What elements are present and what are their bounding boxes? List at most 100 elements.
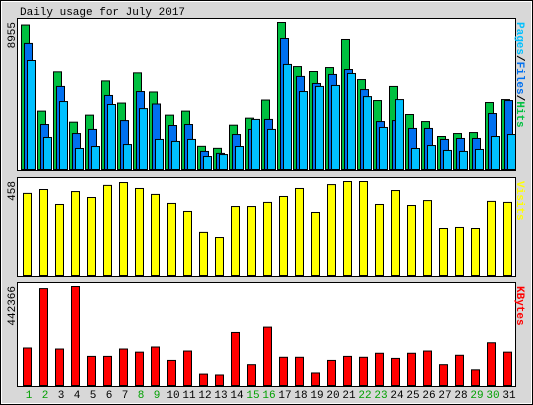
- bar: [395, 99, 404, 170]
- x-tick-label: 14: [230, 390, 244, 402]
- bar: [375, 352, 384, 386]
- bar: [443, 149, 452, 171]
- bar: [279, 195, 288, 276]
- x-tick-label: 22: [358, 390, 371, 402]
- bar: [379, 126, 388, 170]
- bar: [347, 72, 356, 170]
- legend: Visits: [513, 181, 525, 221]
- bar: [507, 134, 516, 170]
- bar: [215, 374, 224, 387]
- bar: [295, 187, 304, 276]
- legend-entry: Pages: [513, 22, 525, 55]
- bar: [87, 355, 96, 386]
- legend-separator: /: [513, 55, 525, 62]
- bar: [247, 364, 256, 387]
- bar: [171, 140, 180, 170]
- x-tick-label: 23: [374, 390, 387, 402]
- x-tick-label: 2: [42, 390, 49, 402]
- bar: [71, 191, 80, 276]
- bar: [427, 145, 436, 171]
- bar: [187, 138, 196, 170]
- bar: [199, 373, 208, 386]
- legend: KBytes: [513, 286, 525, 326]
- bar: [167, 202, 176, 276]
- bar: [363, 96, 372, 170]
- x-tick-label: 25: [406, 390, 419, 402]
- bar: [295, 356, 304, 387]
- bar: [343, 181, 352, 276]
- bar: [119, 348, 128, 386]
- bar: [423, 350, 432, 387]
- bar: [279, 356, 288, 387]
- bar: [487, 200, 496, 276]
- bar: [407, 205, 416, 277]
- x-tick-label: 15: [246, 390, 259, 402]
- x-tick-label: 16: [262, 390, 275, 402]
- bar: [167, 359, 176, 387]
- bar: [139, 108, 148, 171]
- bar: [235, 146, 244, 171]
- bar: [103, 184, 112, 276]
- bar: [391, 357, 400, 387]
- bar: [359, 181, 368, 276]
- bar: [407, 352, 416, 386]
- bar: [75, 147, 84, 171]
- bar: [263, 326, 272, 386]
- x-tick-label: 6: [106, 390, 113, 402]
- bar: [247, 206, 256, 277]
- bar: [55, 348, 64, 386]
- bar: [411, 147, 420, 171]
- bar: [471, 228, 480, 276]
- bar: [39, 189, 48, 276]
- x-tick-label: 8: [138, 390, 145, 402]
- bar: [23, 192, 32, 276]
- legend-separator: /: [513, 95, 525, 102]
- x-tick-label: 26: [422, 390, 435, 402]
- bar: [439, 228, 448, 276]
- bar: [455, 354, 464, 387]
- bar: [183, 350, 192, 387]
- x-tick-label: 28: [454, 390, 467, 402]
- bar: [151, 193, 160, 276]
- bar: [123, 144, 132, 170]
- bar: [299, 91, 308, 170]
- bar: [315, 85, 324, 170]
- bar: [311, 211, 320, 277]
- x-tick-label: 3: [58, 390, 65, 402]
- bar: [199, 231, 208, 277]
- legend-entry: Visits: [513, 181, 525, 221]
- legend-entry: KBytes: [513, 286, 525, 326]
- x-tick-label: 1: [26, 390, 33, 402]
- bar: [267, 128, 276, 170]
- bar: [107, 103, 116, 170]
- bar: [43, 136, 52, 170]
- bar: [135, 351, 144, 386]
- bar: [487, 342, 496, 386]
- x-tick-label: 31: [502, 390, 516, 402]
- bar: [155, 138, 164, 170]
- x-tick-label: 7: [122, 390, 129, 402]
- bar: [183, 210, 192, 277]
- bar: [375, 203, 384, 276]
- x-tick-label: 27: [438, 390, 451, 402]
- x-tick-label: 20: [326, 390, 339, 402]
- bar: [503, 201, 512, 276]
- bar: [455, 226, 464, 276]
- bar: [91, 146, 100, 171]
- bar: [251, 118, 260, 170]
- y-tick-label: 458: [7, 181, 19, 201]
- x-tick-label: 30: [486, 390, 499, 402]
- bar: [327, 184, 336, 276]
- legend-entry: Files: [513, 62, 525, 95]
- bar: [327, 359, 336, 387]
- x-tick-label: 24: [390, 390, 404, 402]
- x-tick-label: 13: [214, 390, 227, 402]
- x-tick-label: 11: [182, 390, 196, 402]
- x-tick-label: 21: [342, 390, 356, 402]
- bar: [331, 84, 340, 170]
- legend-entry: Hits: [513, 101, 525, 127]
- bar: [71, 286, 80, 386]
- bar: [391, 190, 400, 276]
